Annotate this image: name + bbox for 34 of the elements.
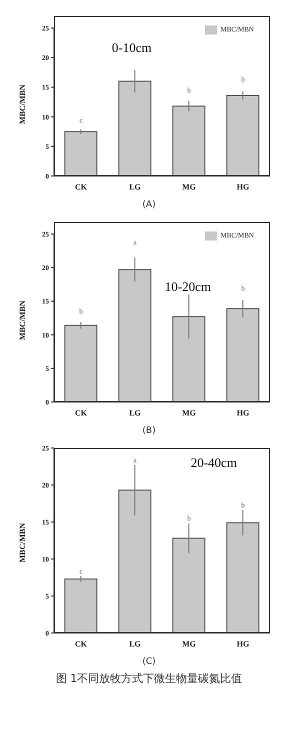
x-tick-label: HG [236,408,250,418]
bar [226,308,260,402]
text: (B) [141,426,157,436]
x-tick-label: CK [75,640,88,649]
y-axis-title: MBC/MBN [18,522,27,562]
text: (C) [141,657,157,667]
bar [226,94,260,176]
x-tick-label: MG [182,408,196,418]
bar [64,324,98,402]
bar [172,106,206,176]
bar [64,578,98,633]
text: 0-10cm [110,40,153,56]
x-tick-label: MG [182,640,196,649]
bar [118,80,152,176]
bar [118,490,152,633]
y-axis-title: MBC/MBN [18,84,27,124]
x-tick-label: HG [236,182,250,192]
x-tick-label: HG [236,640,250,649]
caption: 图 1不同放牧方式下微生物量碳氮比值 [54,671,244,686]
text: (A) [141,200,157,210]
x-tick-label: LG [129,182,141,192]
x-tick-label: MG [182,182,196,192]
text: 20-40cm [190,454,238,471]
bar [172,316,206,402]
text: 10-20cm [164,278,212,295]
x-tick-label: CK [75,408,88,418]
x-tick-label: LG [129,408,141,418]
y-axis-title: MBC/MBN [18,300,27,340]
x-tick-label: CK [75,182,88,192]
bar [226,522,260,633]
bar [172,538,206,633]
bar [64,131,98,176]
x-tick-label: LG [129,640,141,649]
bar [118,269,152,402]
